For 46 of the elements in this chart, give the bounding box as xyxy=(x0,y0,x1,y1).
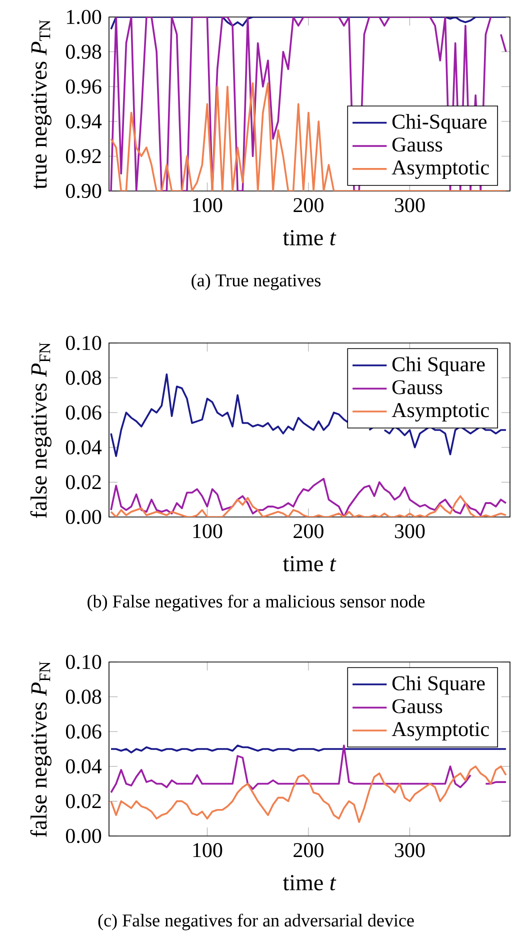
x-tick-label: 100 xyxy=(193,524,222,538)
y-axis-title: true negatives P$_{TN}$ xyxy=(31,20,52,190)
legend-label: Gauss xyxy=(392,699,442,714)
legend-label: Asymptotic xyxy=(392,403,489,422)
legend-label: Chi-Square xyxy=(392,114,486,134)
x-tick-label: 300 xyxy=(395,843,425,858)
y-tick-label: 0.06 xyxy=(66,724,102,739)
y-tick-label: 1.00 xyxy=(67,10,102,24)
y-tick-label: 0.96 xyxy=(66,79,102,94)
y-tick-label: 0.08 xyxy=(66,370,102,385)
x-axis-title: time t xyxy=(282,874,336,890)
y-tick-label: 0.00 xyxy=(66,510,102,524)
y-tick-label: 0.00 xyxy=(66,828,102,844)
legend-label: Chi Square xyxy=(392,356,485,376)
x-axis-title: time t xyxy=(282,556,336,572)
y-tick-label: 0.90 xyxy=(66,184,102,198)
text: (a) True negatives xyxy=(192,274,321,290)
legend-label: Asymptotic xyxy=(392,722,489,741)
x-tick-label: 300 xyxy=(395,524,425,538)
y-axis-title: false negatives P$_{FN}$ xyxy=(30,662,52,837)
y-tick-label: 0.94 xyxy=(66,114,102,129)
y-tick-label: 0.98 xyxy=(66,44,102,59)
legend-label: Asymptotic xyxy=(392,160,489,179)
text: (c) False negatives for an adversarial device xyxy=(98,914,414,930)
y-tick-label: 0.10 xyxy=(66,654,102,670)
x-tick-label: 200 xyxy=(294,198,324,212)
line-series xyxy=(110,478,507,517)
x-tick-label: 200 xyxy=(294,843,324,858)
y-tick-label: 0.10 xyxy=(66,336,102,350)
y-tick-label: 0.92 xyxy=(66,149,101,164)
text: (b) False negatives for a malicious sensor node xyxy=(88,594,425,612)
y-tick-label: 0.02 xyxy=(66,475,101,490)
y-tick-label: 0.02 xyxy=(66,794,101,808)
legend-label: Gauss xyxy=(392,138,442,152)
y-axis-title: false negatives P$_{FN}$ xyxy=(30,342,52,518)
x-tick-label: 200 xyxy=(294,524,324,538)
x-tick-label: 100 xyxy=(193,198,222,212)
x-tick-label: 100 xyxy=(193,843,222,858)
y-tick-label: 0.08 xyxy=(66,690,102,704)
y-tick-label: 0.04 xyxy=(66,759,102,774)
legend-label: Gauss xyxy=(392,380,442,394)
y-tick-label: 0.04 xyxy=(66,440,102,455)
x-tick-label: 300 xyxy=(395,198,425,212)
legend-label: Chi Square xyxy=(392,676,485,695)
x-axis-title: time t xyxy=(282,230,336,246)
y-tick-label: 0.06 xyxy=(66,405,102,420)
